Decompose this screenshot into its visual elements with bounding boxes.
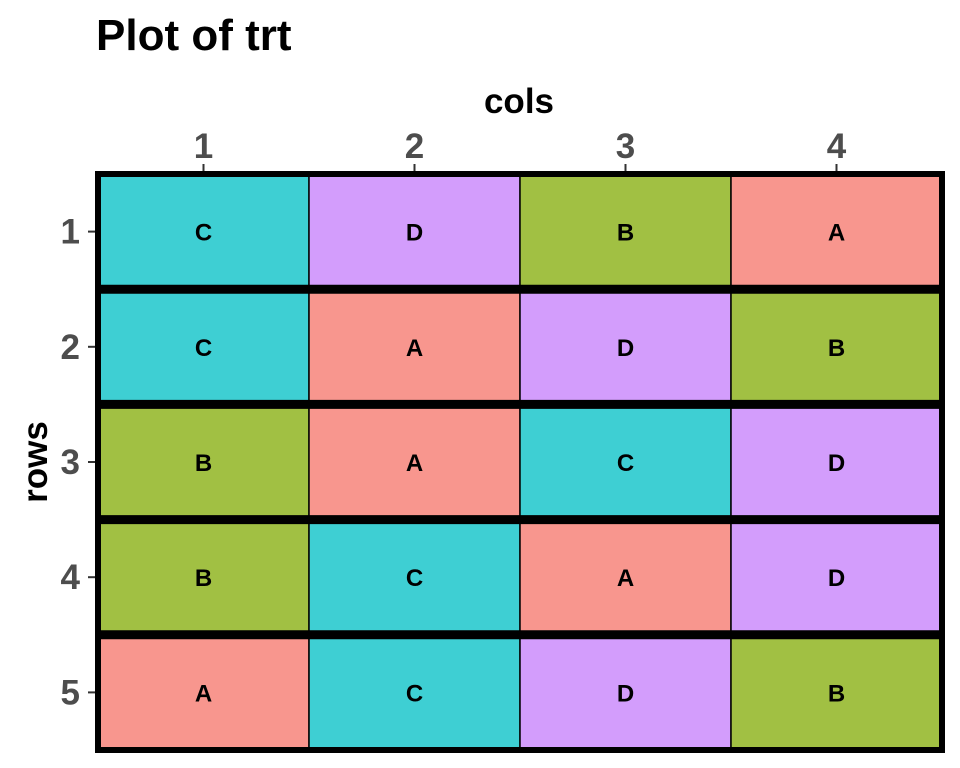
x-tick-label-3: 3 <box>616 127 635 166</box>
cell-5-4 <box>730 634 943 751</box>
y-axis: 1 2 3 4 5 <box>61 213 95 712</box>
y-tick-label-3: 3 <box>61 443 80 482</box>
cell-label-2-3: D <box>617 335 634 362</box>
cell-label-1-4: A <box>828 220 845 247</box>
cell-4-3 <box>519 518 732 636</box>
y-tick-label-4: 4 <box>61 558 81 597</box>
y-tick-label-2: 2 <box>61 328 80 367</box>
cell-label-3-3: C <box>617 450 634 477</box>
cell-1-1 <box>97 173 310 290</box>
cell-label-4-3: A <box>617 565 634 592</box>
cell-5-1 <box>97 634 310 751</box>
cell-label-3-2: A <box>406 450 423 477</box>
cell-label-2-2: A <box>406 335 423 362</box>
cell-2-1 <box>97 288 310 406</box>
cell-label-1-2: D <box>406 220 423 247</box>
cell-label-3-4: D <box>828 450 845 477</box>
cell-3-4 <box>730 403 943 521</box>
cell-label-5-1: A <box>195 680 212 707</box>
cell-label-4-1: B <box>195 565 212 592</box>
cell-1-2 <box>308 173 521 290</box>
y-axis-title: rows <box>16 421 55 503</box>
y-tick-label-1: 1 <box>61 213 80 252</box>
cell-5-2 <box>308 634 521 751</box>
cell-4-1 <box>97 518 310 636</box>
cell-label-5-2: C <box>406 680 423 707</box>
cell-label-2-1: C <box>195 335 212 362</box>
x-axis-title: cols <box>484 82 554 121</box>
cell-2-2 <box>308 288 521 406</box>
cell-label-1-1: C <box>195 220 212 247</box>
cell-1-4 <box>730 173 943 290</box>
cell-2-4 <box>730 288 943 406</box>
x-axis: 1 2 3 4 <box>194 127 847 171</box>
cell-label-5-3: D <box>617 680 634 707</box>
cell-label-3-1: B <box>195 450 212 477</box>
cell-5-3 <box>519 634 732 751</box>
x-tick-label-4: 4 <box>827 127 847 166</box>
x-tick-label-2: 2 <box>405 127 424 166</box>
cell-3-2 <box>308 403 521 521</box>
cell-4-4 <box>730 518 943 636</box>
x-tick-label-1: 1 <box>194 127 213 166</box>
y-tick-label-5: 5 <box>61 673 80 712</box>
cell-label-2-4: B <box>828 335 845 362</box>
cell-label-4-4: D <box>828 565 845 592</box>
cell-label-1-3: B <box>617 220 634 247</box>
cell-label-5-4: B <box>828 680 845 707</box>
cells-layer: C D B A C A D B B A C D B C A D A C D B <box>97 173 943 751</box>
cell-label-4-2: C <box>406 565 423 592</box>
chart-title: Plot of trt <box>96 11 292 60</box>
row-separators <box>98 284 942 640</box>
plot-border <box>95 171 945 753</box>
